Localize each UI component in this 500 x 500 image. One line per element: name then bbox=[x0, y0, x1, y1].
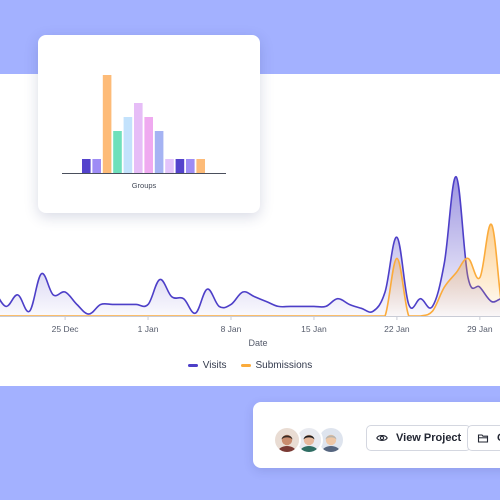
project-actions-card: View Project O bbox=[253, 402, 500, 468]
groups-bar bbox=[123, 117, 133, 173]
eye-icon bbox=[376, 435, 388, 441]
groups-bar bbox=[102, 75, 112, 173]
groups-bar bbox=[134, 103, 143, 173]
user-avatar[interactable] bbox=[273, 426, 301, 454]
groups-bar-chart: Groups bbox=[62, 75, 226, 190]
groups-bar bbox=[92, 159, 101, 173]
legend-label: Submissions bbox=[255, 360, 313, 371]
groups-chart-card: Groups bbox=[38, 35, 260, 213]
open-button[interactable]: O bbox=[467, 425, 500, 451]
legend-item-visits[interactable]: Visits bbox=[187, 360, 227, 371]
x-tick-label: 22 Jan bbox=[384, 324, 410, 334]
visits-submissions-chart: 25 Dec 1 Jan 8 Jan 15 Jan 22 Jan 29 Jan Date bbox=[0, 175, 500, 348]
chart-legend: Visits Submissions bbox=[0, 360, 500, 371]
x-tick-label: 29 Jan bbox=[467, 324, 493, 334]
visits-line bbox=[0, 175, 500, 315]
groups-xlabel: Groups bbox=[132, 181, 157, 190]
x-tick-label: 25 Dec bbox=[52, 324, 80, 334]
legend-swatch-icon bbox=[187, 364, 198, 367]
folder-icon bbox=[477, 434, 489, 443]
groups-bar bbox=[144, 117, 153, 173]
groups-bar bbox=[165, 159, 174, 173]
avatar-icon bbox=[275, 428, 299, 452]
x-tick-label: 8 Jan bbox=[221, 324, 242, 334]
x-axis-label: Date bbox=[248, 338, 267, 348]
user-avatar[interactable] bbox=[295, 426, 323, 454]
x-tick-label: 1 Jan bbox=[138, 324, 159, 334]
user-avatar[interactable] bbox=[317, 426, 345, 454]
legend-item-submissions[interactable]: Submissions bbox=[240, 360, 313, 371]
groups-bar bbox=[82, 159, 91, 173]
groups-bar bbox=[186, 159, 195, 173]
avatar-icon bbox=[319, 428, 343, 452]
groups-bar bbox=[175, 159, 185, 173]
open-label: O bbox=[497, 432, 500, 444]
view-project-label: View Project bbox=[396, 432, 462, 444]
legend-swatch-icon bbox=[240, 364, 251, 367]
avatar-icon bbox=[297, 428, 321, 452]
x-tick-label: 15 Jan bbox=[301, 324, 327, 334]
legend-label: Visits bbox=[202, 360, 227, 371]
groups-bar bbox=[154, 131, 164, 173]
view-project-button[interactable]: View Project bbox=[366, 425, 472, 451]
groups-bar bbox=[113, 131, 122, 173]
groups-bar bbox=[196, 159, 205, 173]
